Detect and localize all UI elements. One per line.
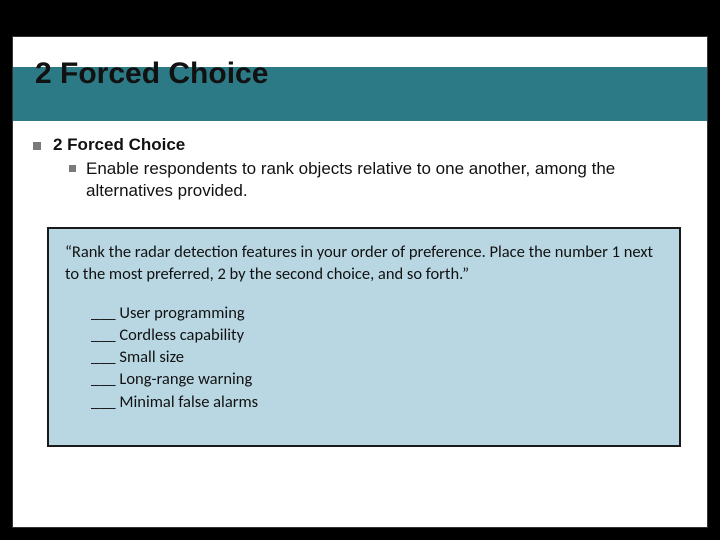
- rank-item: ___ User programming: [91, 302, 663, 324]
- rank-item: ___ Cordless capability: [91, 324, 663, 346]
- slide-card: 2 Forced Choice 2 Forced Choice Enable r…: [12, 36, 708, 528]
- rank-list: ___ User programming ___ Cordless capabi…: [91, 302, 663, 413]
- bullet1-text: 2 Forced Choice: [53, 135, 185, 155]
- rank-item: ___ Minimal false alarms: [91, 391, 663, 413]
- bullet-level-2: Enable respondents to rank objects relat…: [69, 158, 689, 202]
- example-prompt: “Rank the radar detection features in yo…: [65, 241, 663, 286]
- square-bullet-icon: [69, 165, 76, 172]
- rank-item: ___ Small size: [91, 346, 663, 368]
- slide-title: 2 Forced Choice: [35, 57, 268, 91]
- square-bullet-icon: [33, 142, 41, 150]
- example-box: “Rank the radar detection features in yo…: [47, 227, 681, 447]
- bullet-level-1: 2 Forced Choice: [33, 135, 185, 155]
- bullet2-text: Enable respondents to rank objects relat…: [86, 158, 689, 202]
- rank-item: ___ Long-range warning: [91, 368, 663, 390]
